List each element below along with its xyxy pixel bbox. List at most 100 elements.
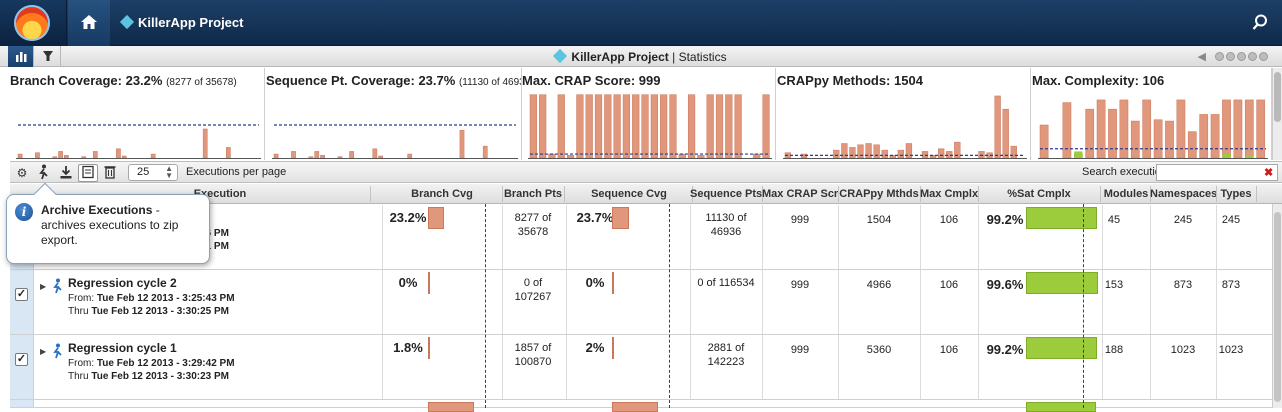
chart-bar[interactable] xyxy=(58,151,63,159)
chart-bar[interactable] xyxy=(273,153,279,159)
chart-bar[interactable] xyxy=(660,94,668,159)
chart-bar[interactable] xyxy=(529,94,537,159)
chart-bar[interactable] xyxy=(881,149,888,159)
chart-bar[interactable] xyxy=(585,94,593,159)
app-logo[interactable] xyxy=(0,0,67,46)
column-header[interactable]: Namespaces xyxy=(1150,188,1216,200)
chart-bar[interactable] xyxy=(372,148,378,159)
chart-bar[interactable] xyxy=(687,94,696,159)
chart-bar[interactable] xyxy=(613,94,621,159)
prev-page-icon[interactable]: ◀ xyxy=(1197,51,1208,63)
chart-bar[interactable] xyxy=(116,148,121,159)
chart-bar[interactable] xyxy=(715,94,724,159)
chart-bar[interactable] xyxy=(52,156,58,159)
column-resize-handle[interactable] xyxy=(762,186,763,202)
archive-button[interactable] xyxy=(78,164,98,182)
column-resize-handle[interactable] xyxy=(564,186,565,202)
chart-bar[interactable] xyxy=(800,153,808,159)
chart-bar[interactable] xyxy=(641,94,649,159)
page-dot[interactable] xyxy=(1237,52,1246,61)
row-checkbox[interactable]: ✓ xyxy=(15,353,28,366)
chart-bar[interactable] xyxy=(1002,108,1009,159)
chart-bar[interactable] xyxy=(697,155,705,159)
chart-bar[interactable] xyxy=(17,153,23,159)
chart-bar[interactable] xyxy=(320,155,325,159)
column-header[interactable]: Max CRAP Scr xyxy=(762,188,838,200)
chart-bar[interactable] xyxy=(150,153,156,159)
chart-bar[interactable] xyxy=(1130,120,1140,159)
column-resize-handle[interactable] xyxy=(502,186,503,202)
run-button[interactable] xyxy=(34,164,54,182)
expand-icon[interactable]: ▶ xyxy=(40,282,47,291)
chart-bar[interactable] xyxy=(762,94,770,159)
stat-chart[interactable]: Max. CRAP Score: 999 xyxy=(522,68,776,160)
chart-bar[interactable] xyxy=(482,145,488,159)
chart-bar[interactable] xyxy=(1062,102,1072,159)
chart-bar[interactable] xyxy=(938,148,945,159)
clear-search-icon[interactable]: ✖ xyxy=(1264,167,1274,179)
column-header[interactable]: Max Cmplx xyxy=(920,188,978,200)
chart-bar[interactable] xyxy=(978,151,985,159)
execution-name[interactable]: Regression cycle 1 xyxy=(68,341,177,355)
column-header[interactable]: Sequence Pts xyxy=(690,188,762,200)
column-resize-handle[interactable] xyxy=(370,186,371,202)
chart-view-button[interactable] xyxy=(8,46,34,67)
chart-bar[interactable] xyxy=(1039,124,1049,159)
column-resize-handle[interactable] xyxy=(920,186,921,202)
chart-bar[interactable] xyxy=(734,94,742,159)
chart-bar[interactable] xyxy=(539,94,547,159)
home-button[interactable] xyxy=(68,0,110,46)
chart-bar[interactable] xyxy=(314,151,320,159)
column-header[interactable]: CRAPpy Mthds xyxy=(839,188,919,200)
breadcrumb-project[interactable]: KillerApp Project xyxy=(119,14,243,30)
chart-bar[interactable] xyxy=(604,94,612,159)
chart-bar[interactable] xyxy=(833,149,840,159)
delete-button[interactable] xyxy=(100,164,120,182)
page-dot[interactable] xyxy=(1259,52,1268,61)
chart-bar[interactable] xyxy=(35,152,40,159)
chart-bar[interactable] xyxy=(349,151,354,159)
chart-bar[interactable] xyxy=(576,94,584,159)
chart-bar[interactable] xyxy=(706,94,714,159)
chart-bar[interactable] xyxy=(594,94,603,159)
settings-button[interactable]: ⚙ xyxy=(12,164,32,182)
page-dot[interactable] xyxy=(1226,52,1235,61)
chart-bar[interactable] xyxy=(622,94,631,159)
chart-bar[interactable] xyxy=(64,155,69,159)
column-header[interactable]: Sequence Cvg xyxy=(591,188,667,200)
column-header[interactable]: Branch Pts xyxy=(503,188,563,200)
chart-bar[interactable] xyxy=(1187,131,1197,159)
chart-bar[interactable] xyxy=(121,155,127,159)
chart-bar[interactable] xyxy=(566,155,575,159)
column-resize-handle[interactable] xyxy=(1256,186,1257,202)
chart-bar[interactable] xyxy=(1010,145,1017,159)
table-row[interactable]: ✓ ▶ Regression cycle 2 From: Tue Feb 12 201… xyxy=(10,270,1272,335)
column-header[interactable]: Modules xyxy=(1103,188,1149,200)
chart-bar-green[interactable] xyxy=(1222,154,1231,158)
table-scrollbar[interactable] xyxy=(1272,204,1282,408)
column-resize-handle[interactable] xyxy=(692,186,693,202)
execution-name[interactable]: Regression cycle 2 xyxy=(68,276,177,290)
chart-bar[interactable] xyxy=(650,94,658,159)
chart-bar[interactable] xyxy=(921,151,929,159)
chart-bar-green[interactable] xyxy=(1245,155,1254,158)
chart-bar[interactable] xyxy=(291,151,296,159)
chart-bar[interactable] xyxy=(946,151,953,159)
stat-chart[interactable]: Branch Coverage: 23.2% (8277 of 35678) xyxy=(10,68,265,160)
table-row[interactable]: ✓ ▶ Regression cycle 1 From: Tue Feb 12 201… xyxy=(10,335,1272,400)
chart-bar[interactable] xyxy=(725,94,733,159)
chart-bar[interactable] xyxy=(669,94,677,159)
stat-chart[interactable]: Max. Complexity: 106 xyxy=(1032,68,1272,160)
page-dot[interactable] xyxy=(1215,52,1224,61)
chart-bar[interactable] xyxy=(632,94,640,159)
chart-bar[interactable] xyxy=(407,153,413,159)
stat-chart[interactable]: Sequence Pt. Coverage: 23.7% (11130 of 4… xyxy=(266,68,522,160)
column-header[interactable]: Branch Cvg xyxy=(411,188,473,200)
chart-bar[interactable] xyxy=(1199,114,1209,159)
filter-button[interactable] xyxy=(35,46,61,67)
stat-chart[interactable]: CRAPpy Methods: 1504 xyxy=(777,68,1031,160)
global-search-button[interactable] xyxy=(1252,14,1268,34)
per-page-select[interactable]: 25 ▲ ▼ xyxy=(128,164,178,181)
chart-bar[interactable] xyxy=(226,147,231,159)
column-resize-handle[interactable] xyxy=(1216,186,1217,202)
